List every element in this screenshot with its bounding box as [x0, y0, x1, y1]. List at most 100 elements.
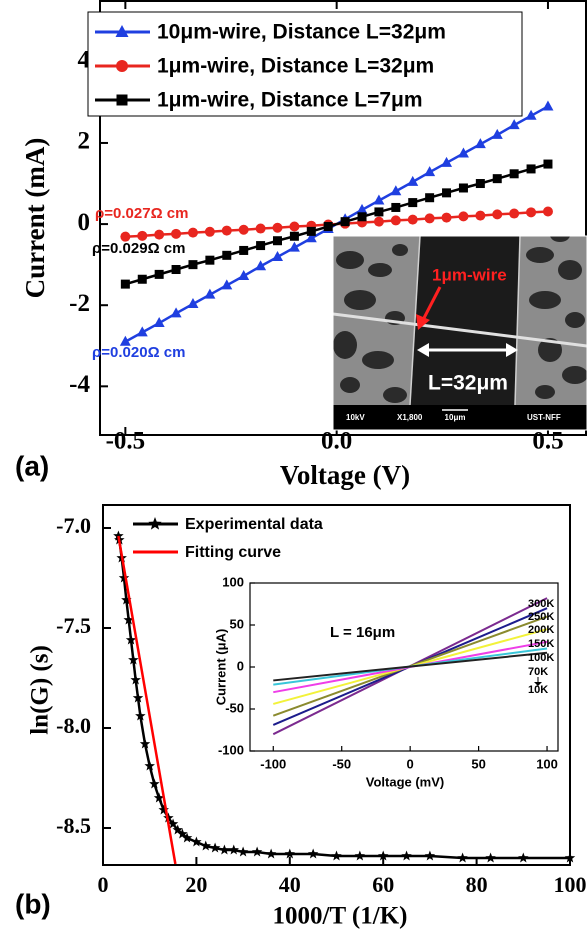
y-tick-label: -7.0 [56, 513, 91, 538]
marker [221, 225, 232, 236]
marker [407, 214, 418, 225]
marker [239, 245, 249, 255]
marker [200, 840, 211, 851]
sem-grain [336, 251, 364, 269]
marker [137, 230, 148, 241]
x-tick-label: 0 [98, 872, 109, 897]
y-tick-label: 0 [237, 658, 244, 673]
marker [137, 274, 147, 284]
marker [340, 217, 350, 227]
marker [401, 850, 412, 861]
marker [222, 250, 232, 260]
y-tick-label: -50 [225, 700, 244, 715]
annotation: ρ=0.020Ω cm [92, 344, 185, 361]
series-label: 150K [528, 638, 554, 650]
marker [154, 229, 165, 240]
marker [485, 852, 496, 863]
sem-border [332, 235, 587, 431]
marker [425, 193, 435, 203]
sem-grain [558, 260, 582, 280]
marker [407, 175, 419, 186]
marker [120, 231, 131, 242]
legend-label: 1μm-wire, Distance L=32μm [157, 55, 434, 78]
panel-label: (a) [15, 450, 49, 481]
sem-grain [565, 312, 585, 328]
x-tick-label: -100 [260, 756, 286, 771]
annotation: ρ=0.029Ω cm [92, 240, 185, 257]
marker [123, 614, 134, 625]
sem-grain [344, 290, 376, 310]
marker [256, 241, 266, 251]
marker [238, 270, 250, 281]
sem-grain [562, 366, 587, 384]
marker [209, 842, 221, 853]
x-tick-label: -0.5 [106, 428, 146, 455]
marker [374, 207, 384, 217]
y-tick-label: -7.5 [56, 613, 91, 638]
marker [441, 212, 452, 223]
marker [255, 223, 266, 234]
marker [237, 846, 249, 857]
legend-label: 10μm-wire, Distance L=32μm [157, 21, 446, 44]
series-label: 300K [528, 598, 554, 610]
y-tick-label: 4 [78, 47, 91, 74]
x-tick-label: 60 [372, 872, 394, 897]
y-tick-label: -2 [69, 290, 90, 317]
marker [354, 850, 366, 861]
y-tick-label: 2 [78, 128, 91, 155]
marker [424, 213, 435, 224]
sem-grain [535, 385, 555, 399]
marker [154, 269, 164, 279]
sem-grain [340, 377, 360, 393]
marker [181, 832, 193, 843]
marker [424, 166, 436, 177]
marker [118, 572, 130, 583]
sem-grain [333, 331, 357, 359]
y-axis-title: Current (mA) [20, 138, 50, 299]
sem-footer-label: X1,800 [397, 413, 423, 422]
marker [331, 850, 342, 861]
marker [492, 209, 503, 220]
marker [543, 159, 553, 169]
marker [167, 818, 179, 829]
y-tick-label: -8.0 [56, 713, 91, 738]
marker [518, 852, 529, 863]
marker [509, 169, 519, 179]
marker [542, 100, 554, 111]
marker [492, 174, 502, 184]
panel-label: (b) [15, 888, 51, 919]
legend-box [87, 11, 523, 117]
marker [356, 203, 368, 214]
sem-arrow [422, 286, 442, 319]
x-tick-label: 50 [471, 756, 485, 771]
marker [135, 710, 146, 721]
marker [323, 222, 333, 232]
marker [271, 250, 283, 261]
sem-wire [333, 312, 587, 348]
legend-label: Experimental data [185, 516, 323, 533]
marker [187, 227, 198, 238]
sem-grain [550, 236, 570, 242]
marker [305, 232, 317, 243]
marker [204, 288, 216, 299]
sem-grain [383, 387, 407, 403]
marker [125, 634, 137, 645]
y-tick-label: 100 [222, 574, 244, 589]
series-line [117, 535, 177, 865]
marker [148, 517, 162, 530]
marker [228, 844, 239, 855]
sem-edge [409, 236, 421, 406]
marker [509, 208, 520, 219]
legend-label: 1μm-wire, Distance L=7μm [157, 89, 423, 112]
marker [205, 255, 215, 265]
sem-edge [514, 236, 521, 406]
series-label: 10K [528, 684, 548, 696]
marker [357, 212, 367, 222]
sem-grain [392, 244, 408, 256]
sem-footer [333, 405, 587, 430]
marker [373, 194, 385, 205]
plot-frame [249, 582, 559, 752]
sem-footer-label: UST-NFF [527, 413, 561, 422]
marker [255, 260, 267, 271]
marker [390, 215, 401, 226]
